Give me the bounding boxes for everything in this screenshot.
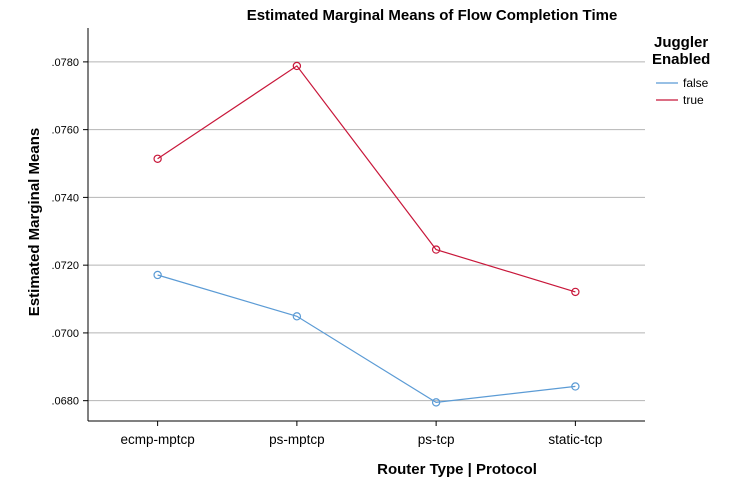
data-point-true bbox=[292, 61, 302, 71]
data-point-false bbox=[153, 270, 162, 280]
series-line-true bbox=[157, 65, 576, 293]
y-tick-label: .0700 bbox=[51, 328, 79, 340]
y-tick-label: .0720 bbox=[51, 260, 79, 272]
chart-title: Estimated Marginal Means of Flow Complet… bbox=[247, 7, 618, 24]
x-tick-label: ps-tcp bbox=[418, 432, 455, 447]
gridlines bbox=[88, 61, 645, 402]
x-tick-label: static-tcp bbox=[548, 432, 602, 447]
x-tick-label: ecmp-mptcp bbox=[120, 432, 194, 447]
x-tick-label: ps-mptcp bbox=[269, 432, 325, 447]
legend-items: false true bbox=[656, 76, 709, 107]
series-line-false bbox=[157, 274, 576, 404]
y-tick-label: .0740 bbox=[51, 192, 79, 204]
data-point-false bbox=[292, 312, 302, 321]
y-tick-label: .0780 bbox=[51, 57, 79, 69]
data-point-false bbox=[571, 382, 580, 391]
y-tick-label: .0760 bbox=[51, 125, 79, 137]
legend-title-line2: Enabled bbox=[652, 51, 710, 68]
legend-label-true: true bbox=[683, 93, 704, 107]
data-point-false bbox=[431, 398, 441, 407]
data-point-true bbox=[153, 154, 162, 163]
data-point-true bbox=[431, 245, 441, 254]
data-point-true bbox=[571, 287, 580, 297]
legend: Juggler Enabled false true bbox=[652, 34, 710, 107]
legend-title-line1: Juggler bbox=[654, 34, 708, 51]
y-tick-label: .0680 bbox=[51, 396, 79, 408]
x-axis-title: Router Type | Protocol bbox=[377, 461, 537, 478]
series-layer bbox=[153, 61, 580, 407]
axes bbox=[83, 28, 645, 426]
x-tick-labels: ecmp-mptcp ps-mptcp ps-tcp static-tcp bbox=[120, 432, 602, 447]
legend-label-false: false bbox=[683, 76, 709, 90]
y-tick-labels: .0680 .0700 .0720 .0740 .0760 .0780 bbox=[51, 57, 79, 408]
y-axis-title: Estimated Marginal Means bbox=[26, 128, 43, 316]
